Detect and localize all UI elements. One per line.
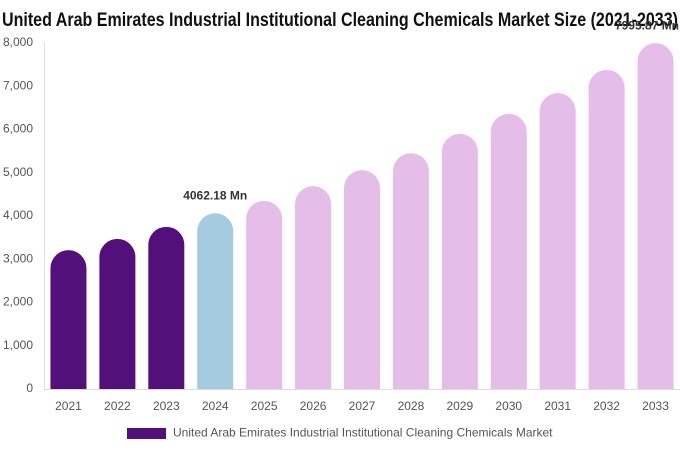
bar <box>441 133 478 389</box>
y-tick-label: 1,000 <box>3 338 33 352</box>
bar <box>99 238 136 389</box>
chart-title: United Arab Emirates Industrial Institut… <box>2 10 678 31</box>
x-tick-label: 2024 <box>202 399 229 413</box>
data-label: 4062.18 Mn <box>183 188 247 202</box>
bar <box>295 186 332 389</box>
legend-swatch <box>127 428 166 439</box>
bar <box>588 69 625 389</box>
bar <box>490 113 527 389</box>
x-tick-label: 2021 <box>55 399 82 413</box>
y-tick-label: 2,000 <box>3 295 33 309</box>
x-tick-label: 2031 <box>544 399 571 413</box>
x-tick-label: 2023 <box>153 399 180 413</box>
bar <box>539 93 576 390</box>
bar <box>50 250 87 389</box>
y-tick-label: 5,000 <box>3 165 33 179</box>
y-tick-label: 6,000 <box>3 122 33 136</box>
bar <box>246 200 283 389</box>
y-tick-label: 3,000 <box>3 251 33 265</box>
bar <box>197 213 234 389</box>
x-tick-label: 2027 <box>349 399 376 413</box>
x-tick-label: 2033 <box>642 399 669 413</box>
y-tick-label: 8,000 <box>3 35 33 49</box>
x-tick-label: 2022 <box>104 399 131 413</box>
bar <box>344 170 380 389</box>
x-tick-label: 2029 <box>446 399 473 413</box>
x-tick-label: 2030 <box>495 399 522 413</box>
x-tick-label: 2032 <box>593 399 620 413</box>
x-tick-label: 2028 <box>398 399 425 413</box>
y-tick-label: 0 <box>26 381 33 395</box>
legend-label: United Arab Emirates Industrial Institut… <box>173 426 553 440</box>
x-tick-label: 2025 <box>251 399 278 413</box>
bar <box>637 43 674 390</box>
data-label: 7995.87 Mn <box>615 18 679 32</box>
bar <box>392 153 429 389</box>
y-tick-label: 7,000 <box>3 78 33 92</box>
bar <box>148 226 185 389</box>
y-tick-label: 4,000 <box>3 208 33 222</box>
x-tick-label: 2026 <box>300 399 327 413</box>
